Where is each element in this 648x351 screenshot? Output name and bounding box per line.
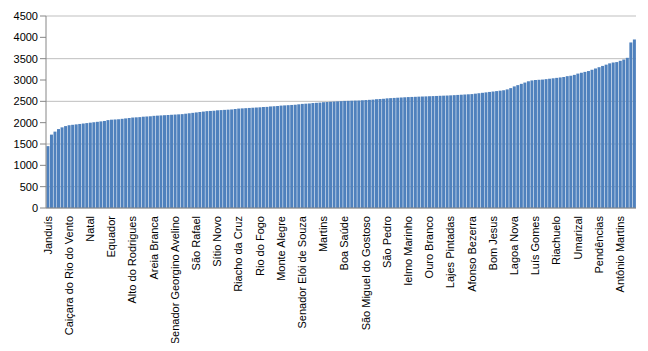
svg-text:Riacho da Cruz: Riacho da Cruz: [232, 216, 244, 292]
svg-text:Martins: Martins: [317, 216, 329, 253]
svg-text:Caiçara do Rio do Vento: Caiçara do Rio do Vento: [63, 216, 75, 335]
svg-text:Bom Jesus: Bom Jesus: [487, 216, 499, 271]
svg-text:Areia Branca: Areia Branca: [148, 215, 160, 279]
svg-text:Afonso Bezerra: Afonso Bezerra: [466, 215, 478, 292]
svg-text:Antônio Martins: Antônio Martins: [614, 216, 626, 293]
svg-text:Janduís: Janduís: [42, 216, 54, 255]
svg-text:0: 0: [32, 202, 38, 214]
svg-text:Sítio Novo: Sítio Novo: [211, 216, 223, 267]
svg-text:São Miguel do Gostoso: São Miguel do Gostoso: [360, 216, 372, 330]
svg-text:São Rafael: São Rafael: [190, 216, 202, 270]
svg-text:4500: 4500: [14, 10, 38, 22]
svg-text:São Pedro: São Pedro: [381, 216, 393, 268]
svg-text:4000: 4000: [14, 31, 38, 43]
svg-text:Umarizal: Umarizal: [572, 216, 584, 259]
svg-text:Lagoa Nova: Lagoa Nova: [508, 215, 520, 275]
svg-text:Lajes Pintadas: Lajes Pintadas: [444, 216, 456, 289]
svg-text:Ielmo Marinho: Ielmo Marinho: [402, 216, 414, 286]
svg-text:3500: 3500: [14, 53, 38, 65]
svg-text:Rio do Fogo: Rio do Fogo: [254, 216, 266, 276]
svg-text:Senador Georgino Avelino: Senador Georgino Avelino: [169, 216, 181, 343]
svg-text:500: 500: [20, 181, 38, 193]
svg-text:Natal: Natal: [84, 216, 96, 242]
svg-text:3000: 3000: [14, 74, 38, 86]
svg-text:2500: 2500: [14, 95, 38, 107]
svg-text:Senador Elói de Souza: Senador Elói de Souza: [296, 215, 308, 328]
svg-text:1500: 1500: [14, 138, 38, 150]
svg-text:Pendências: Pendências: [593, 216, 605, 274]
svg-text:Equador: Equador: [105, 216, 117, 258]
svg-text:Luís Gomes: Luís Gomes: [529, 216, 541, 276]
svg-text:Boa Saúde: Boa Saúde: [338, 216, 350, 270]
svg-text:Riachuelo: Riachuelo: [550, 216, 562, 265]
svg-text:Alto do Rodrigues: Alto do Rodrigues: [126, 216, 138, 304]
svg-text:2000: 2000: [14, 117, 38, 129]
svg-text:Ouro Branco: Ouro Branco: [423, 216, 435, 278]
svg-text:Monte Alegre: Monte Alegre: [275, 216, 287, 281]
svg-text:1000: 1000: [14, 159, 38, 171]
